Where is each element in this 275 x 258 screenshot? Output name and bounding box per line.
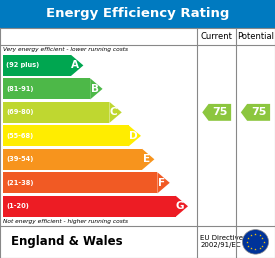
Polygon shape — [157, 172, 170, 193]
Text: (81-91): (81-91) — [6, 86, 34, 92]
FancyBboxPatch shape — [3, 102, 109, 123]
Polygon shape — [90, 78, 103, 99]
Polygon shape — [202, 104, 231, 121]
FancyBboxPatch shape — [0, 0, 275, 28]
FancyBboxPatch shape — [3, 172, 157, 193]
FancyBboxPatch shape — [0, 28, 275, 226]
Text: 75: 75 — [212, 107, 227, 117]
Polygon shape — [176, 196, 188, 217]
Polygon shape — [142, 149, 154, 170]
Text: Not energy efficient - higher running costs: Not energy efficient - higher running co… — [3, 219, 128, 224]
Polygon shape — [129, 125, 141, 146]
FancyBboxPatch shape — [3, 55, 71, 76]
FancyBboxPatch shape — [0, 226, 275, 258]
Text: E: E — [143, 154, 150, 164]
FancyBboxPatch shape — [3, 125, 129, 146]
Text: England & Wales: England & Wales — [11, 235, 123, 248]
Text: (55-68): (55-68) — [6, 133, 33, 139]
FancyBboxPatch shape — [3, 149, 142, 170]
FancyBboxPatch shape — [3, 196, 176, 217]
Text: (21-38): (21-38) — [6, 180, 34, 186]
Text: EU Directive
2002/91/EC: EU Directive 2002/91/EC — [200, 235, 243, 248]
Text: Potential: Potential — [237, 32, 274, 41]
Text: A: A — [71, 60, 79, 70]
Text: Current: Current — [201, 32, 233, 41]
Text: (1-20): (1-20) — [6, 203, 29, 209]
Text: Very energy efficient - lower running costs: Very energy efficient - lower running co… — [3, 47, 128, 52]
Text: (39-54): (39-54) — [6, 156, 34, 162]
Text: D: D — [129, 131, 137, 141]
Polygon shape — [71, 55, 83, 76]
Text: B: B — [90, 84, 98, 94]
Text: C: C — [110, 107, 117, 117]
Text: Energy Efficiency Rating: Energy Efficiency Rating — [46, 7, 229, 20]
Text: (69-80): (69-80) — [6, 109, 34, 115]
Text: F: F — [158, 178, 165, 188]
Text: G: G — [176, 201, 184, 211]
Polygon shape — [241, 104, 270, 121]
Text: 75: 75 — [251, 107, 266, 117]
Circle shape — [243, 230, 268, 254]
Polygon shape — [109, 102, 122, 123]
Text: (92 plus): (92 plus) — [6, 62, 39, 68]
FancyBboxPatch shape — [3, 78, 90, 99]
